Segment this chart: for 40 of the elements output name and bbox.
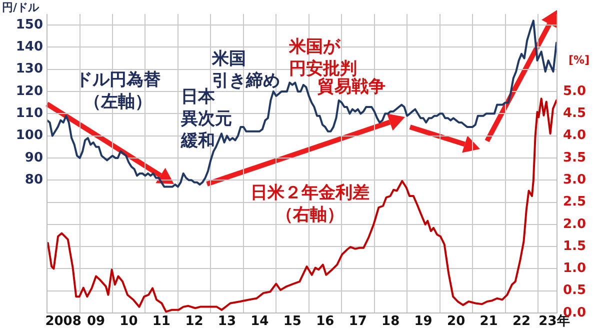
y-tick-label: 130 (16, 62, 43, 77)
x-tick-label: 10 (120, 314, 138, 330)
y-tick-label: 150 (16, 17, 43, 32)
x-tick-label: 13 (218, 314, 236, 330)
y-tick-label: 110 (16, 106, 43, 122)
y2-tick-label: 1.5 (563, 238, 586, 254)
x-tick-label: 20 (447, 314, 466, 330)
y-tick-label: 90 (24, 150, 43, 166)
y-tick-label: 140 (16, 40, 43, 55)
y2-tick-label: 4.5 (563, 106, 586, 122)
y-tick-label: 80 (24, 172, 43, 188)
y-axis-title: 円/ドル (2, 0, 40, 14)
y2-tick-label: 4.0 (563, 128, 586, 144)
x-tick-label: 17 (348, 314, 367, 330)
y2-tick-label: 2.0 (563, 216, 586, 232)
y2-axis-title: [%] (568, 53, 590, 66)
y-tick-label: 100 (16, 128, 43, 144)
y2-tick-label: 3.5 (563, 150, 586, 166)
x-tick-label: 14 (250, 314, 269, 330)
annotation: 日米２年金利差（右軸） (250, 182, 370, 225)
annotation: 米国引き締め (211, 48, 280, 91)
y2-tick-label: 2.5 (563, 194, 586, 210)
y2-tick-label: 5.0 (563, 84, 586, 99)
x-tick-label: 2008 (45, 314, 82, 330)
y-tick-label: 120 (16, 84, 43, 99)
annotation: 米国が円安批判 (288, 36, 357, 79)
x-tick-label: 15 (283, 314, 302, 330)
x-tick-label: 18 (382, 314, 400, 330)
x-tick-label: 19 (414, 314, 432, 330)
y2-tick-label: 3.0 (563, 172, 586, 188)
annotation: 貿易戦争 (316, 76, 386, 97)
annotation: ドル円為替（左軸） (76, 70, 160, 112)
x-tick-label: 11 (152, 314, 170, 330)
x-tick-label: 21 (480, 314, 498, 330)
x-tick-label: 16 (316, 314, 334, 330)
y2-tick-label: 0.5 (563, 283, 586, 298)
x-tick-label: 12 (185, 314, 204, 330)
x-tick-label: 09 (86, 314, 106, 330)
x-tick-label: 22 (512, 314, 531, 330)
y2-tick-label: 1.0 (563, 261, 586, 276)
